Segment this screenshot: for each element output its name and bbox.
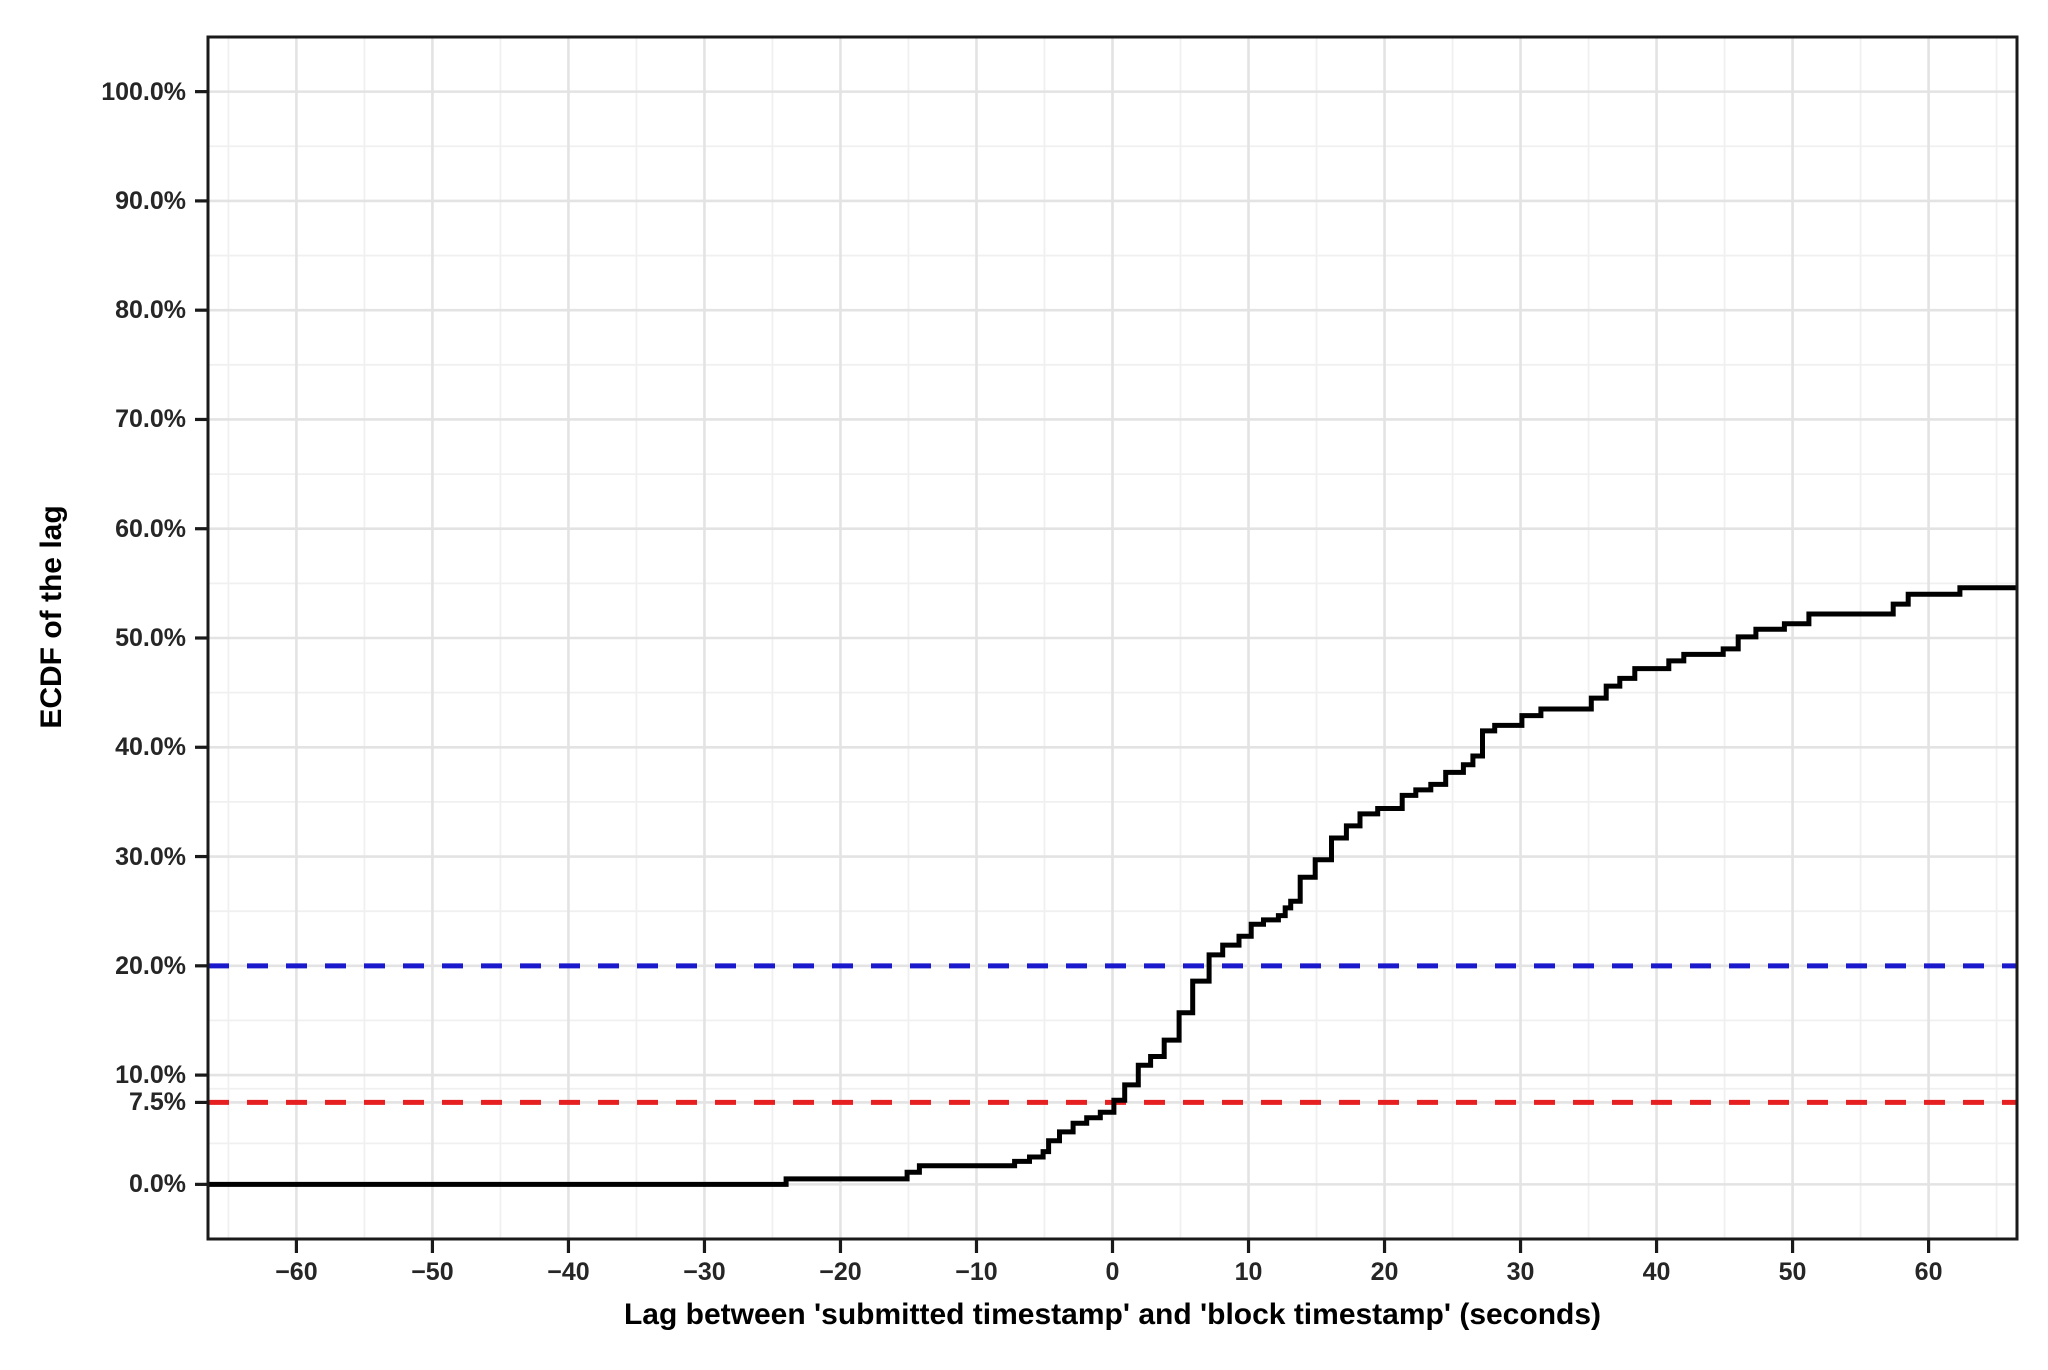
x-tick-label: −50 [411, 1258, 454, 1286]
x-tick-label: −30 [683, 1258, 726, 1286]
x-tick-label: 40 [1642, 1258, 1671, 1286]
x-tick-label: 30 [1506, 1258, 1535, 1286]
y-tick-label: 40.0% [115, 733, 186, 762]
gridlines-major [208, 37, 2017, 1239]
y-axis-title: ECDF of the lag [35, 505, 68, 729]
y-tick-label: 30.0% [115, 842, 186, 871]
x-tick-label: 10 [1234, 1258, 1263, 1286]
y-tick-label: 10.0% [115, 1061, 186, 1090]
axis-tick-marks [195, 90, 1931, 1253]
y-tick-label: 60.0% [115, 514, 186, 543]
y-tick-label: 90.0% [115, 186, 186, 215]
y-tick-label: 70.0% [115, 405, 186, 434]
x-tick-label: −20 [819, 1258, 862, 1286]
x-tick-label: 20 [1370, 1258, 1399, 1286]
x-tick-label: 50 [1778, 1258, 1807, 1286]
y-tick-label: 0.0% [129, 1170, 186, 1199]
x-tick-label: −40 [547, 1258, 590, 1286]
y-tick-label: 20.0% [115, 951, 186, 980]
ecdf-step-curve [208, 585, 2017, 1187]
y-tick-label: 80.0% [115, 296, 186, 325]
x-tick-label: 0 [1105, 1258, 1120, 1286]
y-tick-label: 100.0% [101, 77, 186, 106]
y-tick-label: 7.5% [129, 1088, 186, 1117]
y-tick-label: 50.0% [115, 624, 186, 652]
x-tick-label: −60 [275, 1258, 318, 1286]
panel-border [206, 35, 2019, 1241]
x-tick-label: −10 [955, 1258, 998, 1286]
x-axis-title: Lag between 'submitted timestamp' and 'b… [623, 1298, 1602, 1331]
x-tick-label: 60 [1914, 1258, 1943, 1286]
